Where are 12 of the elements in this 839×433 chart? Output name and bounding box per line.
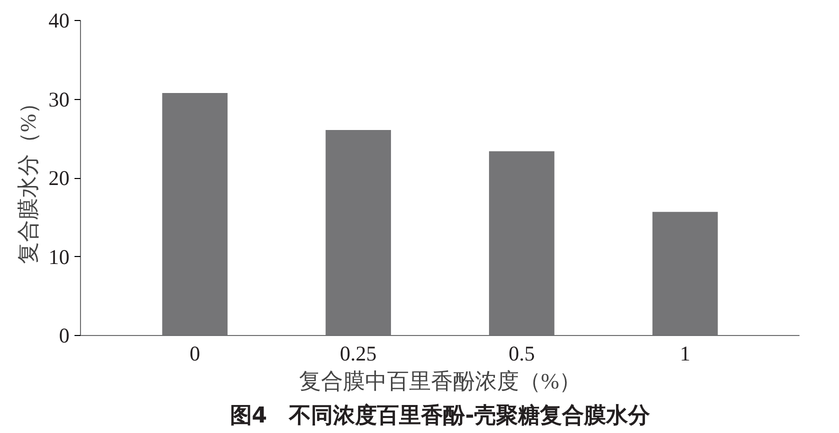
y-tick-label: 10 [48,244,70,269]
y-tick-label: 0 [59,324,70,348]
x-tick-label: 0.25 [340,342,377,366]
y-axis-title: 复合膜水分（%） [16,92,40,264]
x-tick-label: 0 [190,342,200,366]
text: 图4 不同浓度百里香酚-壳聚糖复合膜水分 [230,402,652,428]
y-tick-label: 20 [48,166,70,190]
x-tick-label: 1 [680,342,690,366]
x-axis-title: 复合膜中百里香酚浓度（%） [298,368,582,394]
x-tick-label: 0.5 [508,342,535,366]
y-tick-label: 40 [48,8,70,32]
y-tick-label: 30 [48,87,70,112]
